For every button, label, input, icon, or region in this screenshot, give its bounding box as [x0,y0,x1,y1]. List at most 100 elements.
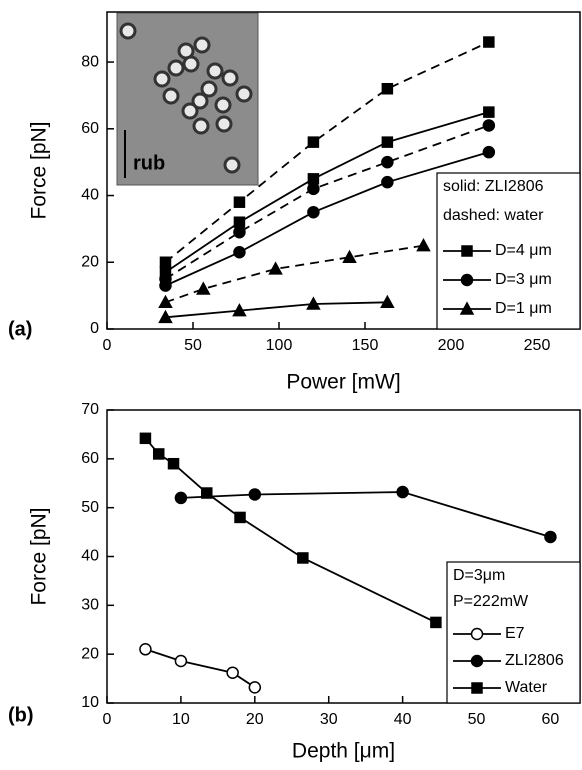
marker [470,654,484,668]
legend-label: ZLI2806 [505,652,564,669]
y-tick-label: 10 [81,694,99,711]
x-tick-label: 40 [394,711,412,728]
marker [159,256,172,269]
marker [201,487,213,499]
y-tick-label: 0 [90,320,99,337]
legend-label: Water [505,679,548,696]
marker [306,296,321,310]
x-tick-label: 10 [172,711,190,728]
marker [233,196,246,208]
y-tick-label: 60 [81,120,99,137]
marker [159,272,172,286]
x-tick-label: 50 [184,337,202,354]
marker [381,82,394,95]
plot-frame [106,11,581,330]
y-tick-label: 80 [81,53,99,70]
marker [233,246,246,259]
x-tick-label: 50 [468,711,486,728]
marker [482,145,496,159]
marker [174,654,188,668]
inset-image: rub [116,12,259,186]
marker [226,666,239,679]
series-line [144,437,437,624]
marker [416,238,431,252]
marker [167,457,180,470]
legend-note: P=222mW [453,593,529,610]
legend-note: D=3μm [453,567,505,584]
y-tick-label: 20 [81,645,99,662]
series-line [165,244,424,304]
marker [381,155,394,169]
marker [460,273,474,287]
legend-note: solid: ZLI2806 [443,178,544,195]
series-line [145,648,256,689]
marker [544,530,557,544]
marker [381,136,394,148]
legend-label: D=1 μm [495,300,552,317]
inset-label: rub [133,152,165,174]
marker [342,249,357,264]
x-axis-label: Depth [μm] [292,740,395,763]
marker [470,627,484,641]
marker [233,225,246,239]
y-tick-label: 40 [81,187,99,204]
marker [307,182,320,196]
marker [232,303,247,317]
marker [234,511,246,524]
marker [459,301,475,315]
marker [158,294,173,309]
x-tick-label: 20 [246,711,264,728]
marker [297,552,309,564]
x-tick-label: 100 [266,337,293,354]
legend-box [446,561,581,704]
legend-label: D=4 μm [495,242,552,259]
marker [268,261,283,275]
panel-label: (a) [8,318,32,340]
y-axis-label: Force [pN] [28,507,51,605]
marker [158,309,173,324]
marker [483,36,495,48]
marker [307,205,320,219]
series-line [180,491,551,538]
marker [152,448,165,460]
marker [396,485,409,499]
x-tick-label: 60 [542,711,560,728]
y-tick-label: 40 [81,548,99,565]
legend: D=3μm P=222mW E7 ZLI2806 Water [446,561,581,704]
marker [430,616,442,629]
panel-label: (b) [8,704,34,726]
marker [248,681,262,694]
legend: solid: ZLI2806 dashed: water D=4 μm D=3 μm D… [436,172,581,330]
marker [381,175,394,189]
y-tick-label: 70 [81,401,99,418]
series-line [165,301,388,319]
marker [483,106,495,118]
marker [307,173,320,185]
marker [380,294,395,309]
series-line [164,41,490,263]
y-axis-label: Force [pN] [28,121,51,219]
x-tick-label: 0 [103,337,112,354]
marker [139,643,152,656]
x-tick-label: 30 [320,711,338,728]
y-tick-label: 60 [81,450,99,467]
x-tick-label: 0 [103,711,112,728]
x-tick-label: 200 [438,337,465,354]
marker [482,119,496,132]
marker [139,432,152,445]
marker [307,136,320,148]
marker [174,491,188,505]
y-tick-label: 30 [81,597,99,614]
marker [233,216,246,228]
legend-label: E7 [505,625,525,642]
marker [196,281,211,295]
x-tick-label: 150 [352,337,379,354]
x-axis-label: Power [mW] [286,371,400,394]
legend-note: dashed: water [443,207,544,224]
marker [461,245,473,257]
marker [248,488,262,501]
legend-label: D=3 μm [495,271,552,288]
y-tick-label: 50 [81,499,99,516]
x-tick-label: 250 [524,337,551,354]
